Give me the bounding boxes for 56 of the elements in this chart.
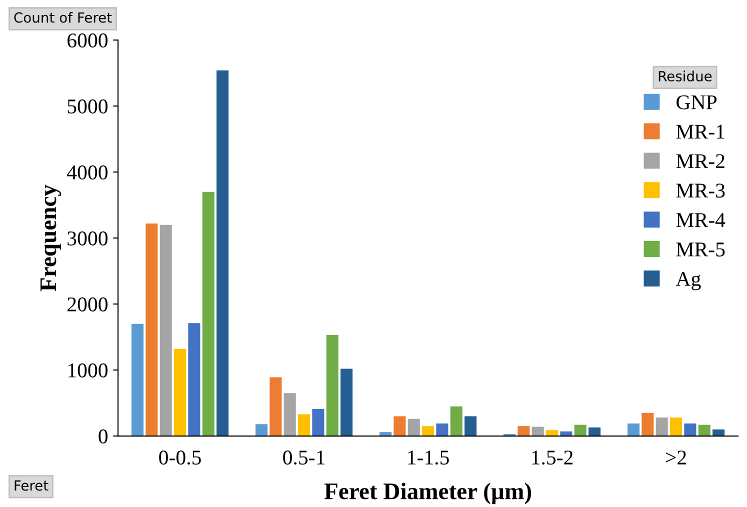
text: Feret xyxy=(14,480,48,491)
x-tick-label: 1.5-2 xyxy=(532,450,573,465)
bar xyxy=(712,429,725,436)
y-tick-label: 2000 xyxy=(68,297,108,312)
y-tick-label: 0 xyxy=(98,429,108,444)
bar xyxy=(131,324,144,436)
bar xyxy=(627,423,640,436)
legend-label: Ag xyxy=(676,272,701,290)
y-tick-label: 4000 xyxy=(67,165,108,180)
y-tick-label: 5000 xyxy=(68,99,108,114)
bar xyxy=(174,348,186,436)
y-tick-label: 6000 xyxy=(68,33,108,48)
legend-title: Residue xyxy=(658,70,712,82)
text: Count of Feret xyxy=(14,12,112,23)
bar xyxy=(464,416,477,436)
bar xyxy=(284,393,296,436)
bar xyxy=(532,426,544,436)
legend-label: MR-5 xyxy=(676,242,725,257)
bar xyxy=(588,427,601,436)
y-axis-title: Frequency xyxy=(40,184,62,292)
bar xyxy=(408,418,420,436)
x-tick-label: 1-1.5 xyxy=(408,450,449,465)
bar xyxy=(202,192,214,436)
bar xyxy=(160,224,172,436)
bar xyxy=(146,224,158,436)
bar xyxy=(255,424,268,436)
bar xyxy=(340,368,353,436)
x-tick-label: 0.5-1 xyxy=(283,450,324,465)
bar xyxy=(656,418,668,436)
legend-label: MR-2 xyxy=(676,154,724,168)
bar xyxy=(518,426,530,436)
legend-label: MR-1 xyxy=(676,124,724,139)
y-tick-label: 1000 xyxy=(68,363,108,378)
bar xyxy=(450,406,462,436)
legend-label: MR-3 xyxy=(676,184,725,198)
bar xyxy=(270,377,282,436)
y-tick-label: 3000 xyxy=(68,231,108,246)
bar xyxy=(298,414,310,436)
bar xyxy=(216,70,229,436)
bar xyxy=(188,323,200,436)
legend-label: GNP xyxy=(676,95,717,110)
x-tick-label: 0-0.5 xyxy=(159,450,201,465)
bar xyxy=(574,424,586,436)
bar xyxy=(436,423,448,436)
bar xyxy=(698,424,710,436)
bar xyxy=(394,416,406,436)
x-tick-label: >2 xyxy=(666,450,686,464)
bar xyxy=(422,426,434,436)
x-axis-title: Feret Diameter (µm) xyxy=(324,482,532,504)
legend-label: MR-4 xyxy=(676,213,726,227)
bar xyxy=(326,335,338,436)
bar xyxy=(546,430,558,436)
bar xyxy=(670,418,682,436)
bar xyxy=(312,408,324,436)
bar xyxy=(684,423,696,436)
bar xyxy=(642,412,654,436)
